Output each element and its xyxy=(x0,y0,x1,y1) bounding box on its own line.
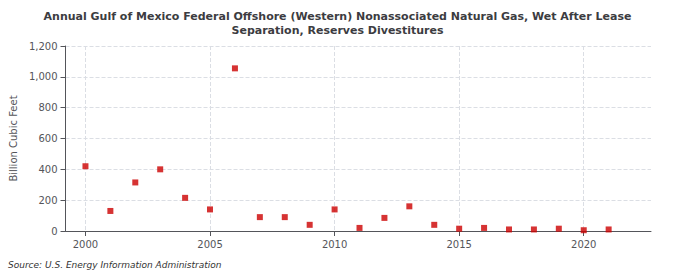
svg-text:2015: 2015 xyxy=(446,239,471,250)
svg-text:Separation, Reserves Divestitu: Separation, Reserves Divestitures xyxy=(232,24,444,37)
svg-text:Source: U.S. Energy Informatio: Source: U.S. Energy Information Administ… xyxy=(8,260,222,270)
svg-text:2020: 2020 xyxy=(571,239,596,250)
svg-text:800: 800 xyxy=(38,102,57,113)
svg-text:0: 0 xyxy=(51,226,57,237)
svg-text:2005: 2005 xyxy=(197,239,222,250)
svg-text:2010: 2010 xyxy=(322,239,347,250)
svg-text:1,000: 1,000 xyxy=(29,71,58,82)
svg-text:Billion Cubic Feet: Billion Cubic Feet xyxy=(8,95,19,181)
svg-text:2000: 2000 xyxy=(73,239,98,250)
svg-text:Annual Gulf of Mexico Federal: Annual Gulf of Mexico Federal Offshore (… xyxy=(44,10,632,23)
svg-text:600: 600 xyxy=(38,133,57,144)
svg-text:200: 200 xyxy=(38,195,57,206)
svg-text:400: 400 xyxy=(38,164,57,175)
svg-text:1,200: 1,200 xyxy=(29,41,58,52)
